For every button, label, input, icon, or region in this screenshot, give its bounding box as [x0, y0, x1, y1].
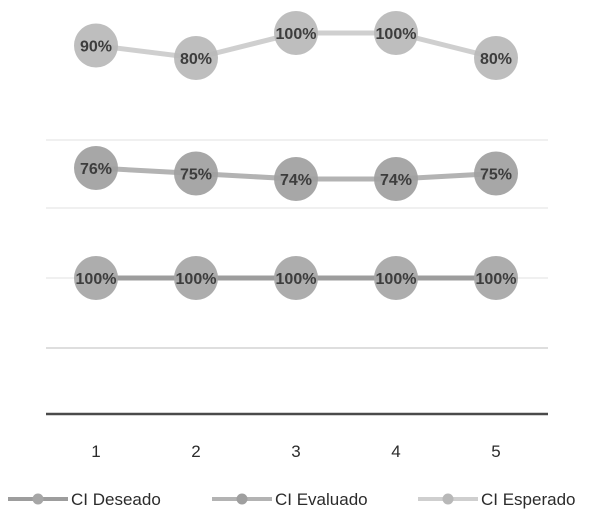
legend-item: CI Evaluado	[212, 490, 368, 509]
data-label: 100%	[176, 271, 217, 288]
data-point	[174, 151, 218, 196]
series-1: 76% 75% 74% 74% 75%	[74, 146, 518, 201]
data-label: 74%	[380, 172, 412, 189]
data-label: 75%	[480, 167, 512, 184]
legend-label: CI Esperado	[481, 490, 576, 509]
data-label: 100%	[376, 26, 417, 43]
data-label: 100%	[76, 271, 117, 288]
data-point	[374, 157, 418, 201]
data-point	[74, 23, 118, 68]
x-tick-label: 3	[291, 442, 300, 461]
data-label: 90%	[80, 39, 112, 56]
data-point	[74, 256, 118, 300]
data-label: 100%	[476, 271, 517, 288]
data-label: 80%	[180, 51, 212, 68]
x-tick-label: 2	[191, 442, 200, 461]
legend-label: CI Evaluado	[275, 490, 368, 509]
data-label: 74%	[280, 172, 312, 189]
series-group: 100% 100% 100% 100% 100% 76% 75% 74% 74% 75% 90% 80…	[74, 11, 518, 300]
x-tick-label: 5	[491, 442, 500, 461]
series-0: 100% 100% 100% 100% 100%	[74, 256, 518, 300]
data-point	[374, 11, 418, 55]
data-point	[374, 256, 418, 300]
data-point	[74, 146, 118, 190]
x-tick-label: 4	[391, 442, 400, 461]
data-label: 100%	[276, 271, 317, 288]
data-point	[474, 151, 518, 196]
legend-swatch-marker	[32, 493, 44, 505]
data-point	[274, 157, 318, 201]
series-2: 90% 80% 100% 100% 80%	[74, 11, 518, 80]
legend-label: CI Deseado	[71, 490, 161, 509]
data-point	[174, 36, 218, 80]
legend-item: CI Deseado	[8, 490, 161, 509]
legend: CI Deseado CI Evaluado CI Esperado	[8, 490, 576, 509]
x-tick-labels: 1 2 3 4 5	[91, 442, 500, 461]
legend-swatch-marker	[236, 493, 248, 505]
data-label: 76%	[80, 161, 112, 178]
data-label: 80%	[480, 51, 512, 68]
x-tick-label: 1	[91, 442, 100, 461]
data-point	[274, 256, 318, 300]
data-label: 75%	[180, 167, 212, 184]
data-point	[474, 256, 518, 300]
data-point	[174, 256, 218, 300]
legend-item: CI Esperado	[418, 490, 576, 509]
data-label: 100%	[376, 271, 417, 288]
data-point	[274, 11, 318, 55]
data-point	[474, 36, 518, 80]
data-label: 100%	[276, 26, 317, 43]
legend-swatch-marker	[442, 493, 454, 505]
